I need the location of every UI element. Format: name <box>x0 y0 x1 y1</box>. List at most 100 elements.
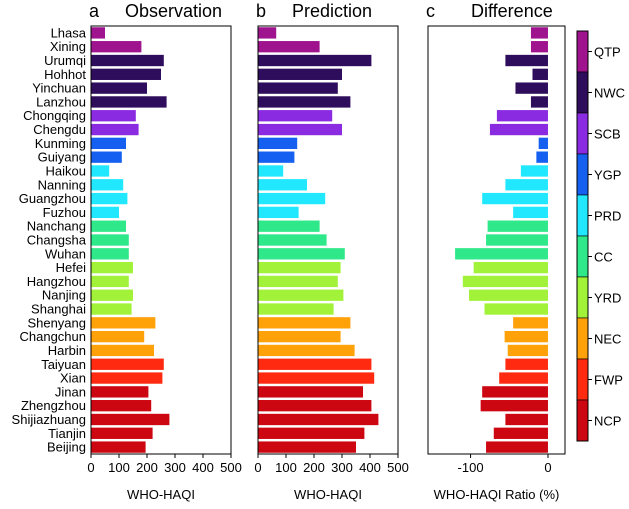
panel-a-bar-chongqing <box>91 110 136 122</box>
panel-b-bar-shijiazhuang <box>258 413 379 426</box>
panel-c-bar-harbin <box>507 344 548 357</box>
panel-a-bar-hefei <box>91 261 133 274</box>
city-label-hefei: Hefei <box>56 260 86 275</box>
panel-b-title: Prediction <box>292 1 372 21</box>
panel-c-bar-shijiazhuang <box>505 413 548 426</box>
panel-c-bar-urumqi <box>505 54 548 67</box>
panel-a-bar-beijing <box>91 441 146 453</box>
panel-a-title: Observation <box>125 1 222 21</box>
panel-b-bar-beijing <box>258 441 356 453</box>
panel-b-bar-nanchang <box>258 220 320 232</box>
city-label-taiyuan: Taiyuan <box>41 357 86 372</box>
panel-a-xtick-label: 300 <box>164 460 186 475</box>
legend-frame <box>576 30 589 442</box>
panel-c-bar-fuzhou <box>513 206 548 219</box>
panel-a-xtick-label: 400 <box>192 460 214 475</box>
panel-b-bar-yinchuan <box>258 82 338 94</box>
panel-b-xtick-label: 500 <box>387 460 409 475</box>
panel-a-frame <box>90 25 232 455</box>
panel-c-xtick-label: 0 <box>544 460 551 475</box>
panel-b-bar-tianjin <box>258 427 365 439</box>
panel-b-bar-nanning <box>258 179 307 191</box>
panel-c-bar-nanning <box>505 179 548 191</box>
panel-c-bar-changsha <box>486 234 548 246</box>
panel-b-bar-haikou <box>258 165 284 177</box>
legend-swatch-fwp <box>576 358 589 401</box>
panel-b-bar-zhengzhou <box>258 400 372 412</box>
panel-a-bar-chengdu <box>91 123 139 136</box>
city-label-chengdu: Chengdu <box>33 122 86 137</box>
panel-b-bar-jinan <box>258 386 363 398</box>
panel-a-bar-haikou <box>91 165 110 177</box>
city-label-nanjing: Nanjing <box>42 288 86 303</box>
legend-label-nwc: NWC <box>594 86 625 101</box>
city-label-kunming: Kunming <box>35 136 86 151</box>
city-label-chongqing: Chongqing <box>23 108 86 123</box>
panel-c-bar-xining <box>530 41 548 53</box>
panel-c-bar-wuhan <box>455 248 548 260</box>
panel-c-bar-jinan <box>482 386 548 398</box>
panel-b-bar-xining <box>258 41 320 53</box>
city-label-hohhot: Hohhot <box>44 67 86 82</box>
panel-a-bar-guangzhou <box>91 192 128 205</box>
panel-a-bar-shijiazhuang <box>91 413 170 426</box>
city-label-wuhan: Wuhan <box>45 246 86 261</box>
panel-a-bar-guiyang <box>91 151 122 163</box>
panel-a-xtick-label: 100 <box>108 460 130 475</box>
city-label-zhengzhou: Zhengzhou <box>21 398 86 413</box>
panel-a-bar-changchun <box>91 330 145 343</box>
panel-c-bar-guiyang <box>536 151 548 163</box>
panel-a-bar-xian <box>91 372 163 384</box>
panel-c-bar-zhengzhou <box>480 400 548 412</box>
panel-a-bar-shenyang <box>91 317 156 329</box>
panel-b-bar-shenyang <box>258 317 351 329</box>
legend-swatch-nec <box>576 317 589 360</box>
city-label-shijiazhuang: Shijiazhuang <box>12 412 86 427</box>
panel-a-bar-zhengzhou <box>91 400 152 412</box>
panel-a-xtick-label: 200 <box>136 460 158 475</box>
city-label-jinan: Jinan <box>55 384 86 399</box>
panel-a-bar-nanchang <box>91 220 126 232</box>
city-label-shanghai: Shanghai <box>31 302 86 317</box>
legend-swatch-cc <box>576 235 589 278</box>
panel-a-bar-nanning <box>91 179 124 191</box>
panel-c-bar-hefei <box>473 261 548 274</box>
panel-a-letter: a <box>89 1 100 21</box>
panel-c-bar-nanchang <box>487 220 548 232</box>
legend-label-prd: PRD <box>594 209 621 224</box>
legend-label-fwp: FWP <box>594 373 623 388</box>
panel-a-bar-hohhot <box>91 68 161 80</box>
city-label-guangzhou: Guangzhou <box>19 191 86 206</box>
panel-b-bar-xian <box>258 372 375 384</box>
legend-label-scb: SCB <box>594 127 621 142</box>
city-label-tianjin: Tianjin <box>48 426 86 441</box>
panel-c-bar-lanzhou <box>530 96 548 108</box>
panel-c-bar-tianjin <box>493 427 548 439</box>
panel-a-bar-jinan <box>91 386 149 398</box>
panel-b-bar-guangzhou <box>258 192 326 205</box>
panel-c-letter: c <box>426 1 435 21</box>
legend-swatch-qtp <box>576 30 589 73</box>
panel-a-bar-fuzhou <box>91 206 119 219</box>
panel-a-bar-urumqi <box>91 54 164 67</box>
panel-c-xlabel: WHO-HAQI Ratio (%) <box>434 487 560 502</box>
panel-c-bar-guangzhou <box>482 192 548 205</box>
panel-a-bar-yinchuan <box>91 82 147 94</box>
panel-a-bar-lhasa <box>91 27 105 39</box>
legend-label-ncp: NCP <box>594 414 621 429</box>
panel-b-bar-lanzhou <box>258 96 351 108</box>
city-label-changsha: Changsha <box>27 233 87 248</box>
panel-b-bar-hangzhou <box>258 275 338 288</box>
city-label-beijing: Beijing <box>47 440 86 455</box>
panel-b-xtick-label: 300 <box>331 460 353 475</box>
panel-a-bar-taiyuan <box>91 358 164 370</box>
panel-b-bar-chengdu <box>258 123 342 136</box>
panel-a-xtick-label: 0 <box>87 460 94 475</box>
city-label-guiyang: Guiyang <box>38 150 86 165</box>
panel-b-xtick-label: 100 <box>275 460 297 475</box>
panel-c-bar-chengdu <box>489 123 548 136</box>
city-label-urumqi: Urumqi <box>44 53 86 68</box>
panel-c-bar-beijing <box>486 441 548 453</box>
panel-c-bar-xian <box>499 372 548 384</box>
panel-a-bar-harbin <box>91 344 154 357</box>
